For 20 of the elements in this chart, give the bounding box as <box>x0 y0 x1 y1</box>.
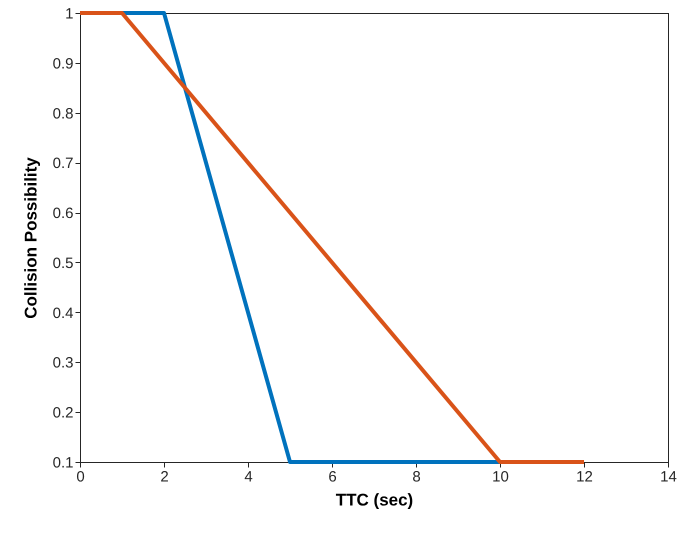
y-tick-label: 0.3 <box>52 354 74 372</box>
x-tick-label: 12 <box>576 468 593 486</box>
y-tick-label: 0.2 <box>52 404 74 422</box>
x-axis-title: TTC (sec) <box>336 490 414 510</box>
x-tick-label: 14 <box>660 468 677 486</box>
x-tick-label: 10 <box>492 468 509 486</box>
y-tick-label: 0.8 <box>52 105 74 122</box>
x-tick-label: 4 <box>244 468 253 486</box>
y-tick-label: 1 <box>65 6 74 22</box>
x-tick-label: 6 <box>328 468 337 486</box>
y-tick-label: 0.7 <box>52 155 74 172</box>
x-tick-label: 2 <box>160 468 169 486</box>
x-tick-label: 0 <box>76 468 85 486</box>
y-tick-label: 0.1 <box>52 454 74 472</box>
y-tick-label: 0.9 <box>52 55 74 72</box>
y-tick-label: 0.5 <box>52 254 74 272</box>
y-axis-title: Collision Possibility <box>22 156 41 319</box>
y-tick-label: 0.4 <box>52 304 74 322</box>
x-tick-label: 8 <box>412 468 421 486</box>
y-tick-label: 0.6 <box>52 205 74 222</box>
